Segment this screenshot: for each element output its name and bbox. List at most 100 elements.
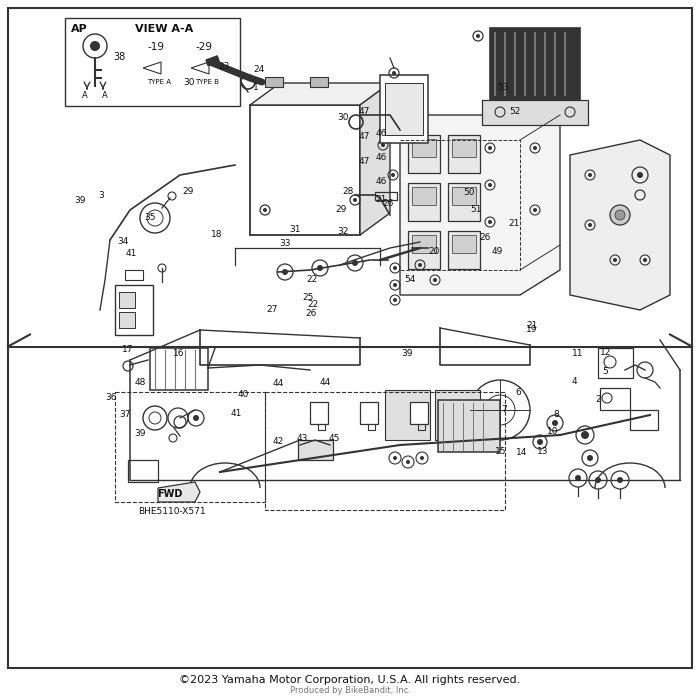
Text: 40: 40 <box>238 391 249 399</box>
Text: 30: 30 <box>183 78 195 87</box>
Text: 22: 22 <box>306 276 317 284</box>
Circle shape <box>393 456 397 460</box>
Text: 46: 46 <box>376 129 387 137</box>
Text: 10: 10 <box>547 428 559 436</box>
Bar <box>448 231 480 269</box>
Bar <box>412 139 436 157</box>
Text: 23: 23 <box>218 62 230 71</box>
Text: VIEW A-A: VIEW A-A <box>135 24 193 34</box>
Polygon shape <box>400 90 560 295</box>
Text: 52: 52 <box>509 108 520 116</box>
Polygon shape <box>158 482 200 502</box>
Bar <box>408 135 440 173</box>
Circle shape <box>533 208 537 212</box>
Text: 29: 29 <box>182 188 193 196</box>
Bar <box>119 292 135 308</box>
Text: 20: 20 <box>428 248 440 256</box>
Bar <box>452 187 476 205</box>
Text: 35: 35 <box>145 213 156 221</box>
Text: 51: 51 <box>470 206 482 214</box>
Circle shape <box>588 173 592 177</box>
Bar <box>630 410 658 430</box>
Bar <box>310 77 328 87</box>
Circle shape <box>615 210 625 220</box>
Circle shape <box>90 41 100 51</box>
Text: 13: 13 <box>537 447 548 456</box>
Circle shape <box>537 439 543 445</box>
Circle shape <box>391 173 395 177</box>
Circle shape <box>381 143 385 147</box>
Text: BHE5110-X571: BHE5110-X571 <box>138 507 206 516</box>
Circle shape <box>393 283 397 287</box>
Text: 22: 22 <box>307 300 318 309</box>
Circle shape <box>613 258 617 262</box>
Circle shape <box>552 420 558 426</box>
Bar <box>410 402 428 424</box>
Text: AP: AP <box>71 24 88 34</box>
Text: 44: 44 <box>273 379 284 388</box>
Circle shape <box>406 460 410 464</box>
Circle shape <box>420 456 424 460</box>
Circle shape <box>533 146 537 150</box>
Bar <box>482 100 588 125</box>
Text: 16: 16 <box>173 349 184 358</box>
Bar <box>265 392 505 510</box>
Circle shape <box>575 475 581 481</box>
Circle shape <box>433 278 437 282</box>
Bar <box>438 400 500 452</box>
Text: 12: 12 <box>600 348 611 356</box>
Text: ©2023 Yamaha Motor Corporation, U.S.A. All rights reserved.: ©2023 Yamaha Motor Corporation, U.S.A. A… <box>179 676 521 685</box>
Text: 1: 1 <box>253 83 258 92</box>
Circle shape <box>637 172 643 178</box>
Circle shape <box>392 71 396 75</box>
Text: 15: 15 <box>495 447 506 456</box>
Bar <box>65 18 240 106</box>
Text: 8: 8 <box>554 410 559 419</box>
Text: 7: 7 <box>501 405 507 414</box>
Bar <box>119 312 135 328</box>
Bar <box>452 235 476 253</box>
Bar <box>310 402 328 424</box>
Text: 21: 21 <box>526 321 538 330</box>
Circle shape <box>393 298 397 302</box>
Circle shape <box>488 146 492 150</box>
Text: FWD: FWD <box>158 489 183 499</box>
Text: 39: 39 <box>74 196 85 204</box>
Bar <box>128 460 158 482</box>
Circle shape <box>643 258 647 262</box>
Text: 26: 26 <box>383 199 394 207</box>
Text: 28: 28 <box>342 188 354 196</box>
Text: 26: 26 <box>480 234 491 242</box>
Bar <box>408 231 440 269</box>
Bar <box>408 183 440 221</box>
Text: 46: 46 <box>376 178 387 186</box>
Text: 21: 21 <box>376 195 387 204</box>
Bar <box>265 77 283 87</box>
Text: YAMAHA: YAMAHA <box>293 419 507 461</box>
Text: 48: 48 <box>134 379 146 387</box>
Text: -29: -29 <box>195 42 212 52</box>
Bar <box>375 192 397 200</box>
Text: 32: 32 <box>337 227 349 235</box>
Text: 11: 11 <box>572 349 583 358</box>
Text: 17: 17 <box>122 346 134 354</box>
Bar <box>150 348 208 390</box>
Text: TYPE A: TYPE A <box>147 79 171 85</box>
Text: 27: 27 <box>266 305 277 314</box>
Bar <box>490 28 580 100</box>
Bar <box>380 75 428 143</box>
Text: 49: 49 <box>491 248 503 256</box>
Circle shape <box>476 34 480 38</box>
Bar <box>412 235 436 253</box>
Text: 41: 41 <box>126 249 137 258</box>
Polygon shape <box>570 140 670 310</box>
Text: 53: 53 <box>497 83 508 92</box>
Text: 4: 4 <box>571 377 577 386</box>
Bar <box>250 105 360 235</box>
Text: 37: 37 <box>119 410 130 419</box>
Text: 39: 39 <box>134 430 146 438</box>
Bar <box>448 135 480 173</box>
Polygon shape <box>250 83 390 105</box>
Text: 42: 42 <box>273 437 284 445</box>
Circle shape <box>282 269 288 275</box>
